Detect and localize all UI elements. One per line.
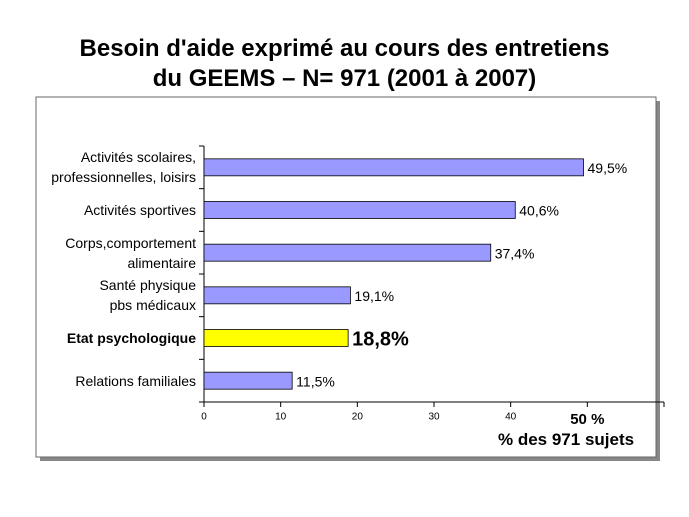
x-tick-label: 20 (352, 412, 364, 423)
x-axis-label: % des 971 sujets (498, 430, 635, 449)
category-label: Santé physique pbs médicaux (99, 277, 196, 314)
frame (35, 96, 657, 458)
category-label: Activités scolaires, professionnelles, l… (51, 149, 196, 186)
x-tick-label: 40 (505, 412, 517, 423)
x-tick-label: 30 (428, 412, 440, 423)
x-tick-label: 0 (201, 412, 207, 423)
value-label: 40,6% (519, 203, 559, 219)
category-label: Corps,comportement alimentaire (65, 234, 196, 271)
value-label: 37,4% (495, 245, 535, 261)
bar (203, 286, 351, 305)
category-label: Etat psychologique (66, 330, 196, 346)
value-label: 49,5% (588, 160, 628, 176)
bar (203, 201, 516, 219)
bar (203, 329, 349, 347)
bar (203, 158, 584, 177)
category-label: Activités sportives (83, 202, 196, 218)
x-tick-label: 50 % (570, 411, 604, 428)
category-label: Relations familiales (75, 372, 196, 389)
x-tick-label: 10 (275, 412, 287, 423)
bar (203, 243, 492, 262)
value-label: 19,1% (354, 288, 394, 304)
bar (203, 371, 293, 390)
value-label: 11,5% (296, 373, 335, 389)
value-label: 18,8% (352, 328, 409, 350)
chart-title: Besoin d'aide exprimé au cours des entre… (79, 35, 610, 92)
